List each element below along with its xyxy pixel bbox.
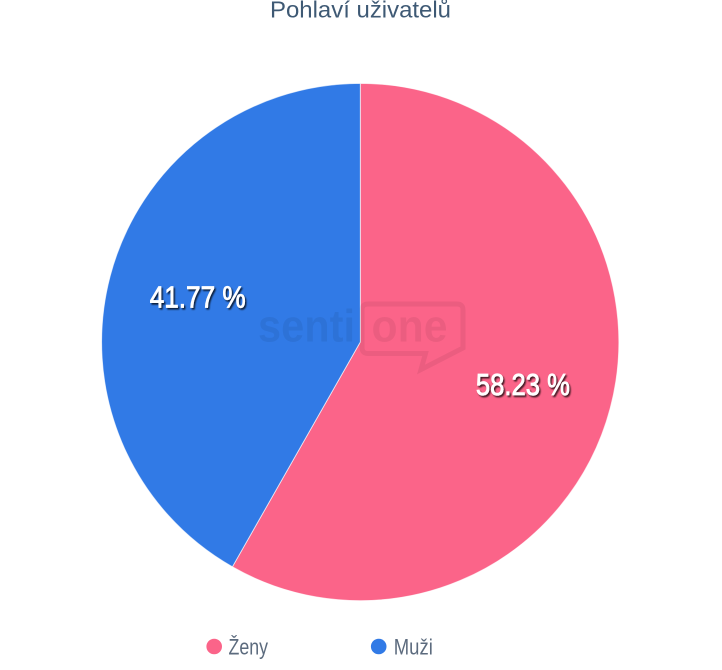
svg-text:41.77 %: 41.77 % <box>150 279 246 314</box>
svg-text:senti: senti <box>258 301 355 352</box>
svg-text:Pohlaví uživatelů: Pohlaví uživatelů <box>270 0 451 23</box>
svg-text:Muži: Muži <box>394 635 433 660</box>
svg-text:one: one <box>372 301 448 352</box>
svg-text:Ženy: Ženy <box>229 635 269 660</box>
svg-text:58.23 %: 58.23 % <box>476 367 570 402</box>
